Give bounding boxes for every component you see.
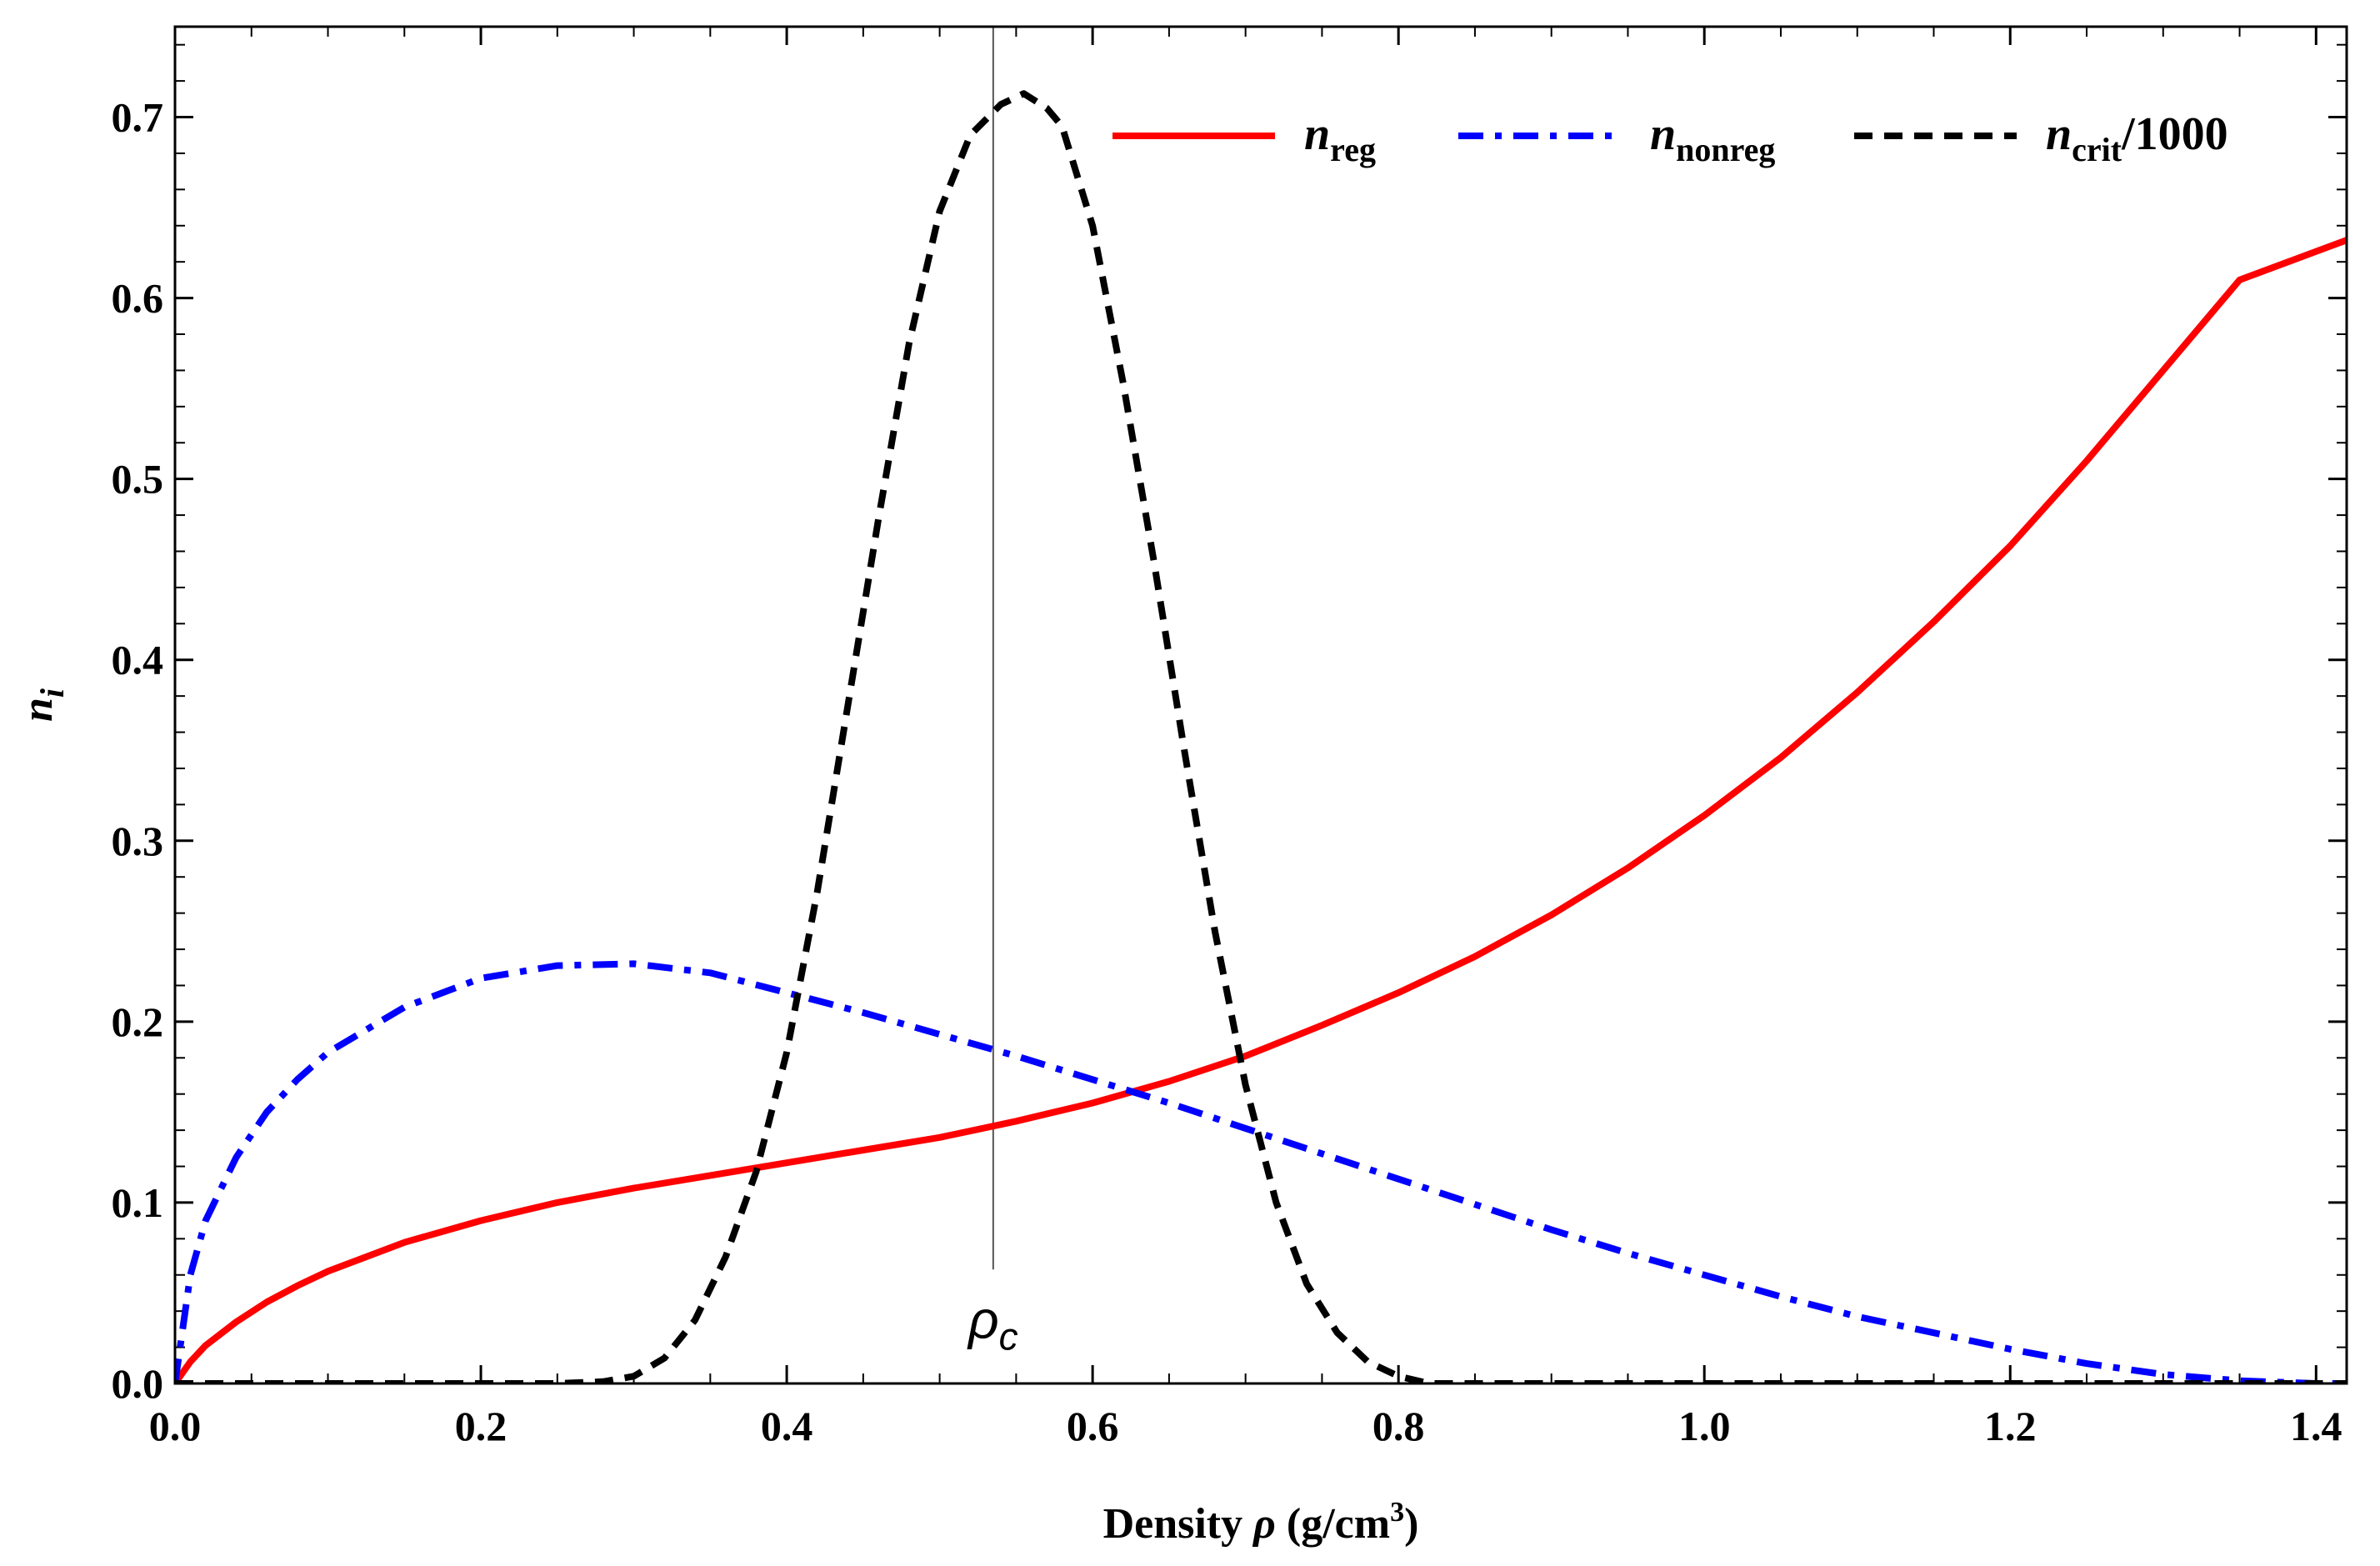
y-tick-label: 0.1 xyxy=(112,1179,164,1226)
series-line-n-crit-1000 xyxy=(175,90,2347,1383)
legend: nreg nnonreg ncrit/1000 xyxy=(1112,108,2228,168)
y-axis-title-base: n xyxy=(14,698,62,722)
x-axis-title: Density ρ (g/cm3) xyxy=(1103,1497,1419,1548)
critical-density-label-sub: c xyxy=(999,1315,1018,1358)
legend-label-base: n xyxy=(1650,108,1676,160)
y-tick-label: 0.7 xyxy=(112,94,164,141)
x-tick-label: 0.0 xyxy=(149,1403,202,1449)
x-tick-label: 0.6 xyxy=(1067,1403,1119,1449)
legend-label-suffix: /1000 xyxy=(2121,108,2228,160)
y-axis-title-sub: i xyxy=(33,688,71,698)
x-tick-label: 0.2 xyxy=(455,1403,508,1449)
y-tick-label: 0.5 xyxy=(112,456,164,503)
critical-density-label: ρc xyxy=(967,1290,1018,1358)
x-tick-label: 1.4 xyxy=(2290,1403,2342,1449)
legend-label-n-nonreg: nnonreg xyxy=(1650,108,1775,168)
x-axis-title-close: ) xyxy=(1404,1500,1418,1548)
x-axis-title-symbol: ρ xyxy=(1252,1500,1276,1548)
y-tick-label: 0.4 xyxy=(112,637,164,683)
series-line-n-nonreg xyxy=(175,960,2347,1383)
legend-label-base: n xyxy=(1304,108,1330,160)
y-tick-label: 0.6 xyxy=(112,275,164,322)
x-axis-title-unit: (g/cm xyxy=(1276,1500,1390,1548)
legend-label-sub: crit xyxy=(2072,131,2122,168)
legend-label-base: n xyxy=(2046,108,2072,160)
legend-label-sub: nonreg xyxy=(1676,131,1775,168)
y-tick-label: 0.3 xyxy=(112,818,164,864)
axis-ticks xyxy=(173,27,2347,1385)
y-tick-label: 0.2 xyxy=(112,998,164,1045)
x-tick-label: 0.4 xyxy=(761,1403,813,1449)
x-tick-label: 1.2 xyxy=(1984,1403,2037,1449)
annotation-layer: ρc xyxy=(967,27,1018,1358)
y-axis-title: ni xyxy=(14,688,71,722)
x-tick-label: 0.8 xyxy=(1372,1403,1425,1449)
series-layer xyxy=(175,90,2347,1383)
series-line-n-reg xyxy=(175,237,2347,1383)
x-tick-label: 1.0 xyxy=(1678,1403,1731,1449)
x-axis-title-prefix: Density xyxy=(1103,1500,1254,1548)
plot-frame xyxy=(173,25,2348,1385)
legend-label-n-reg: nreg xyxy=(1304,108,1376,168)
legend-label-n-crit-1000: ncrit/1000 xyxy=(2046,108,2228,168)
y-tick-label: 0.0 xyxy=(112,1360,164,1407)
legend-label-sub: reg xyxy=(1330,131,1376,168)
critical-density-label-base: ρ xyxy=(967,1290,999,1350)
y-tick-labels: 0.0 0.1 0.2 0.3 0.4 0.5 0.6 0.7 xyxy=(112,94,164,1407)
x-axis-title-exponent: 3 xyxy=(1390,1497,1404,1528)
plot-area-background xyxy=(175,27,2347,1383)
x-tick-labels: 0.0 0.2 0.4 0.6 0.8 1.0 1.2 1.4 xyxy=(149,1403,2342,1449)
